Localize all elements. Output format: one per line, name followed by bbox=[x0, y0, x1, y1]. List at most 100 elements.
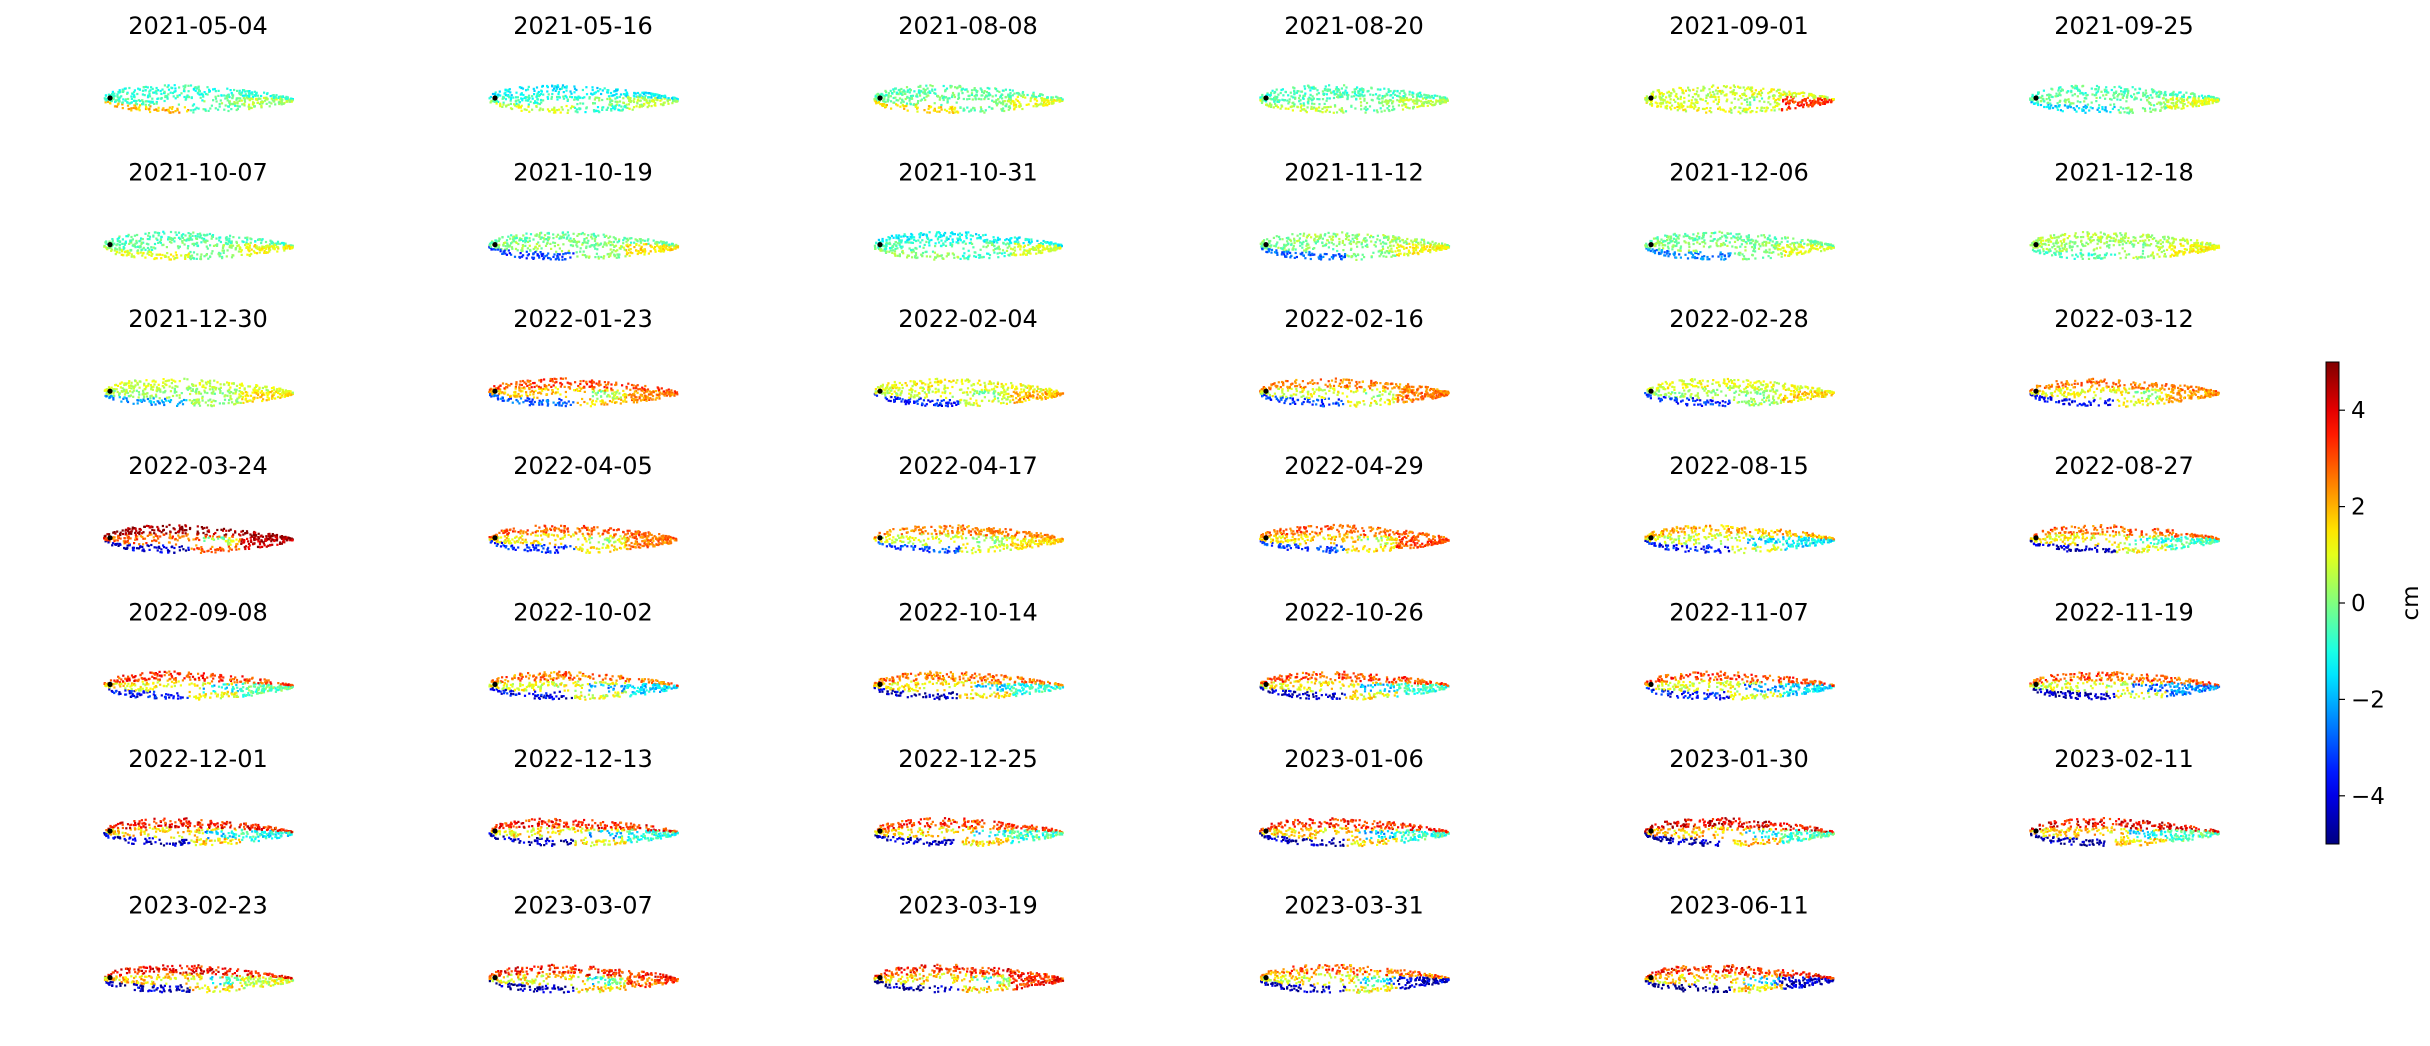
displacement-point bbox=[929, 84, 931, 86]
displacement-point bbox=[561, 256, 563, 258]
displacement-point bbox=[499, 249, 501, 251]
displacement-point bbox=[1793, 102, 1795, 104]
displacement-point bbox=[2084, 97, 2086, 99]
displacement-point bbox=[104, 245, 106, 247]
displacement-point bbox=[573, 99, 575, 101]
displacement-point bbox=[613, 241, 615, 243]
displacement-point bbox=[162, 231, 164, 233]
displacement-point bbox=[1369, 94, 1371, 96]
displacement-point bbox=[520, 106, 522, 108]
displacement-point bbox=[566, 105, 568, 107]
displacement-point bbox=[1646, 101, 1648, 103]
displacement-point bbox=[216, 100, 218, 102]
displacement-point bbox=[2109, 111, 2111, 113]
displacement-point bbox=[2098, 104, 2100, 106]
displacement-point bbox=[505, 245, 507, 247]
displacement-point bbox=[555, 251, 557, 253]
displacement-point bbox=[525, 96, 527, 98]
displacement-point bbox=[1269, 94, 1271, 96]
displacement-point bbox=[551, 96, 553, 98]
displacement-point bbox=[1035, 96, 1037, 98]
displacement-point bbox=[1786, 96, 1788, 98]
displacement-point bbox=[1323, 93, 1325, 95]
displacement-point bbox=[1785, 103, 1787, 105]
displacement-point bbox=[541, 254, 543, 256]
displacement-point bbox=[289, 101, 291, 103]
displacement-point bbox=[539, 109, 541, 111]
displacement-point bbox=[915, 252, 917, 254]
displacement-point bbox=[504, 242, 506, 244]
displacement-point bbox=[1775, 99, 1777, 101]
displacement-point bbox=[1366, 102, 1368, 104]
displacement-point bbox=[987, 253, 989, 255]
displacement-point bbox=[571, 240, 573, 242]
displacement-point bbox=[970, 238, 972, 240]
displacement-point bbox=[1266, 238, 1268, 240]
displacement-point bbox=[499, 238, 501, 240]
map-panel: 2021-11-12 bbox=[1260, 159, 1450, 261]
displacement-point bbox=[1761, 107, 1763, 109]
displacement-point bbox=[629, 108, 631, 110]
displacement-point bbox=[891, 252, 893, 254]
displacement-point bbox=[1687, 87, 1689, 89]
displacement-point bbox=[1319, 110, 1321, 112]
displacement-point bbox=[1272, 90, 1274, 92]
displacement-point bbox=[243, 97, 245, 99]
displacement-point bbox=[1373, 109, 1375, 111]
displacement-point bbox=[2153, 104, 2155, 106]
displacement-point bbox=[975, 233, 977, 235]
displacement-point bbox=[1305, 250, 1307, 252]
displacement-point bbox=[648, 102, 650, 104]
displacement-point bbox=[1709, 92, 1711, 94]
displacement-point bbox=[1027, 244, 1029, 246]
displacement-point bbox=[1739, 95, 1741, 97]
displacement-point bbox=[1688, 89, 1690, 91]
displacement-point bbox=[566, 96, 568, 98]
displacement-point bbox=[1398, 100, 1400, 102]
displacement-point bbox=[1710, 111, 1712, 113]
displacement-point bbox=[1773, 94, 1775, 96]
displacement-point bbox=[659, 97, 661, 99]
displacement-point bbox=[948, 111, 950, 113]
displacement-point bbox=[263, 97, 265, 99]
displacement-point bbox=[511, 94, 513, 96]
displacement-point bbox=[1018, 93, 1020, 95]
displacement-point bbox=[934, 102, 936, 104]
displacement-point bbox=[959, 236, 961, 238]
displacement-point bbox=[1295, 248, 1297, 250]
displacement-point bbox=[901, 99, 903, 101]
displacement-point bbox=[1715, 89, 1717, 91]
displacement-point bbox=[1707, 102, 1709, 104]
displacement-point bbox=[2208, 98, 2210, 100]
displacement-point bbox=[2076, 88, 2078, 90]
displacement-point bbox=[975, 95, 977, 97]
displacement-point bbox=[1045, 241, 1047, 243]
displacement-point bbox=[942, 242, 944, 244]
displacement-point bbox=[895, 234, 897, 236]
displacement-point bbox=[1680, 96, 1682, 98]
displacement-point bbox=[638, 244, 640, 246]
displacement-point bbox=[1322, 256, 1324, 258]
displacement-point bbox=[536, 86, 538, 88]
displacement-point bbox=[980, 98, 982, 100]
displacement-point bbox=[142, 238, 144, 240]
displacement-point bbox=[1333, 93, 1335, 95]
displacement-point bbox=[1719, 90, 1721, 92]
displacement-point bbox=[219, 236, 221, 238]
displacement-point bbox=[1294, 97, 1296, 99]
displacement-point bbox=[565, 233, 567, 235]
displacement-point bbox=[604, 87, 606, 89]
displacement-point bbox=[623, 93, 625, 95]
displacement-point bbox=[993, 236, 995, 238]
displacement-point bbox=[212, 99, 214, 101]
displacement-point bbox=[219, 106, 221, 108]
displacement-point bbox=[146, 108, 148, 110]
displacement-point bbox=[1412, 106, 1414, 108]
displacement-point bbox=[898, 237, 900, 239]
displacement-point bbox=[2126, 96, 2128, 98]
displacement-point bbox=[993, 241, 995, 243]
displacement-point bbox=[200, 256, 202, 258]
displacement-point bbox=[583, 251, 585, 253]
displacement-point bbox=[1726, 99, 1728, 101]
displacement-point bbox=[2212, 102, 2214, 104]
